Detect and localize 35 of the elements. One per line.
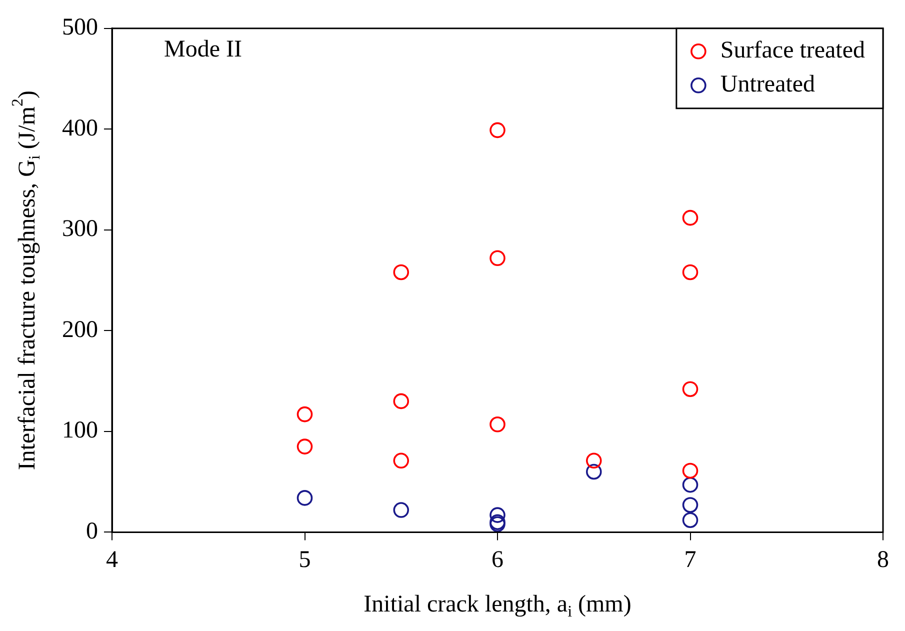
point bbox=[586, 452, 602, 469]
point bbox=[586, 464, 602, 480]
point bbox=[490, 122, 506, 138]
point bbox=[296, 490, 313, 506]
point bbox=[393, 264, 410, 280]
x-tick-label: 8 bbox=[877, 546, 889, 573]
point bbox=[393, 393, 410, 410]
x-tick-label: 7 bbox=[684, 546, 696, 573]
point bbox=[296, 406, 313, 422]
point bbox=[490, 416, 506, 432]
point bbox=[393, 452, 410, 469]
y-tick-label: 0 bbox=[86, 518, 98, 544]
point bbox=[682, 381, 698, 398]
point bbox=[296, 438, 313, 454]
x-tick-label: 4 bbox=[106, 546, 118, 573]
y-tick-label: 500 bbox=[62, 14, 98, 41]
legend-label: Untreated bbox=[720, 72, 816, 98]
x-tick-label: 5 bbox=[298, 546, 311, 573]
x-tick-label: 6 bbox=[492, 546, 504, 573]
point bbox=[682, 210, 698, 226]
point bbox=[490, 250, 506, 266]
point bbox=[682, 497, 698, 513]
y-tick-label: 200 bbox=[62, 316, 98, 343]
legend-label: Surface treated bbox=[720, 38, 866, 64]
point bbox=[682, 476, 698, 493]
point bbox=[682, 512, 698, 528]
y-axis-title: Interfacial fracture toughness, Gi (J/m2) bbox=[10, 90, 44, 470]
point bbox=[490, 507, 506, 523]
y-tick-label: 100 bbox=[62, 418, 98, 444]
y-tick-label: 300 bbox=[62, 216, 98, 242]
point bbox=[682, 462, 698, 479]
annotation: Mode II bbox=[164, 36, 242, 63]
point bbox=[393, 502, 410, 518]
y-tick-label: 400 bbox=[62, 115, 98, 142]
point bbox=[682, 264, 698, 280]
